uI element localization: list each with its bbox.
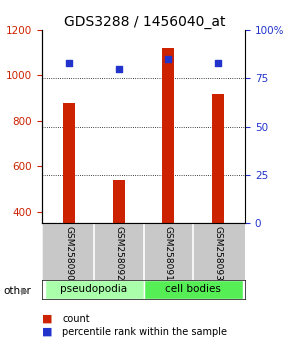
Text: ■: ■ [42, 314, 52, 324]
Bar [45, 280, 144, 299]
Text: count: count [62, 314, 90, 324]
Text: GDS3288 / 1456040_at: GDS3288 / 1456040_at [64, 15, 226, 29]
Text: GSM258091: GSM258091 [164, 226, 173, 281]
Text: GSM258093: GSM258093 [213, 226, 222, 281]
Point [67, 60, 72, 66]
Point [215, 60, 220, 66]
Text: GSM258090: GSM258090 [65, 226, 74, 281]
Bar [63, 103, 75, 223]
Bar [212, 94, 224, 223]
Bar [113, 180, 125, 223]
Bar [144, 280, 242, 299]
Text: GSM258092: GSM258092 [114, 226, 123, 281]
Text: other: other [3, 286, 31, 296]
Point [166, 56, 171, 62]
Text: percentile rank within the sample: percentile rank within the sample [62, 327, 227, 337]
Bar [162, 48, 175, 223]
Point [117, 66, 121, 72]
Text: ■: ■ [42, 327, 52, 337]
Text: pseudopodia: pseudopodia [61, 284, 128, 295]
Text: cell bodies: cell bodies [165, 284, 221, 295]
Text: ▶: ▶ [21, 286, 28, 296]
